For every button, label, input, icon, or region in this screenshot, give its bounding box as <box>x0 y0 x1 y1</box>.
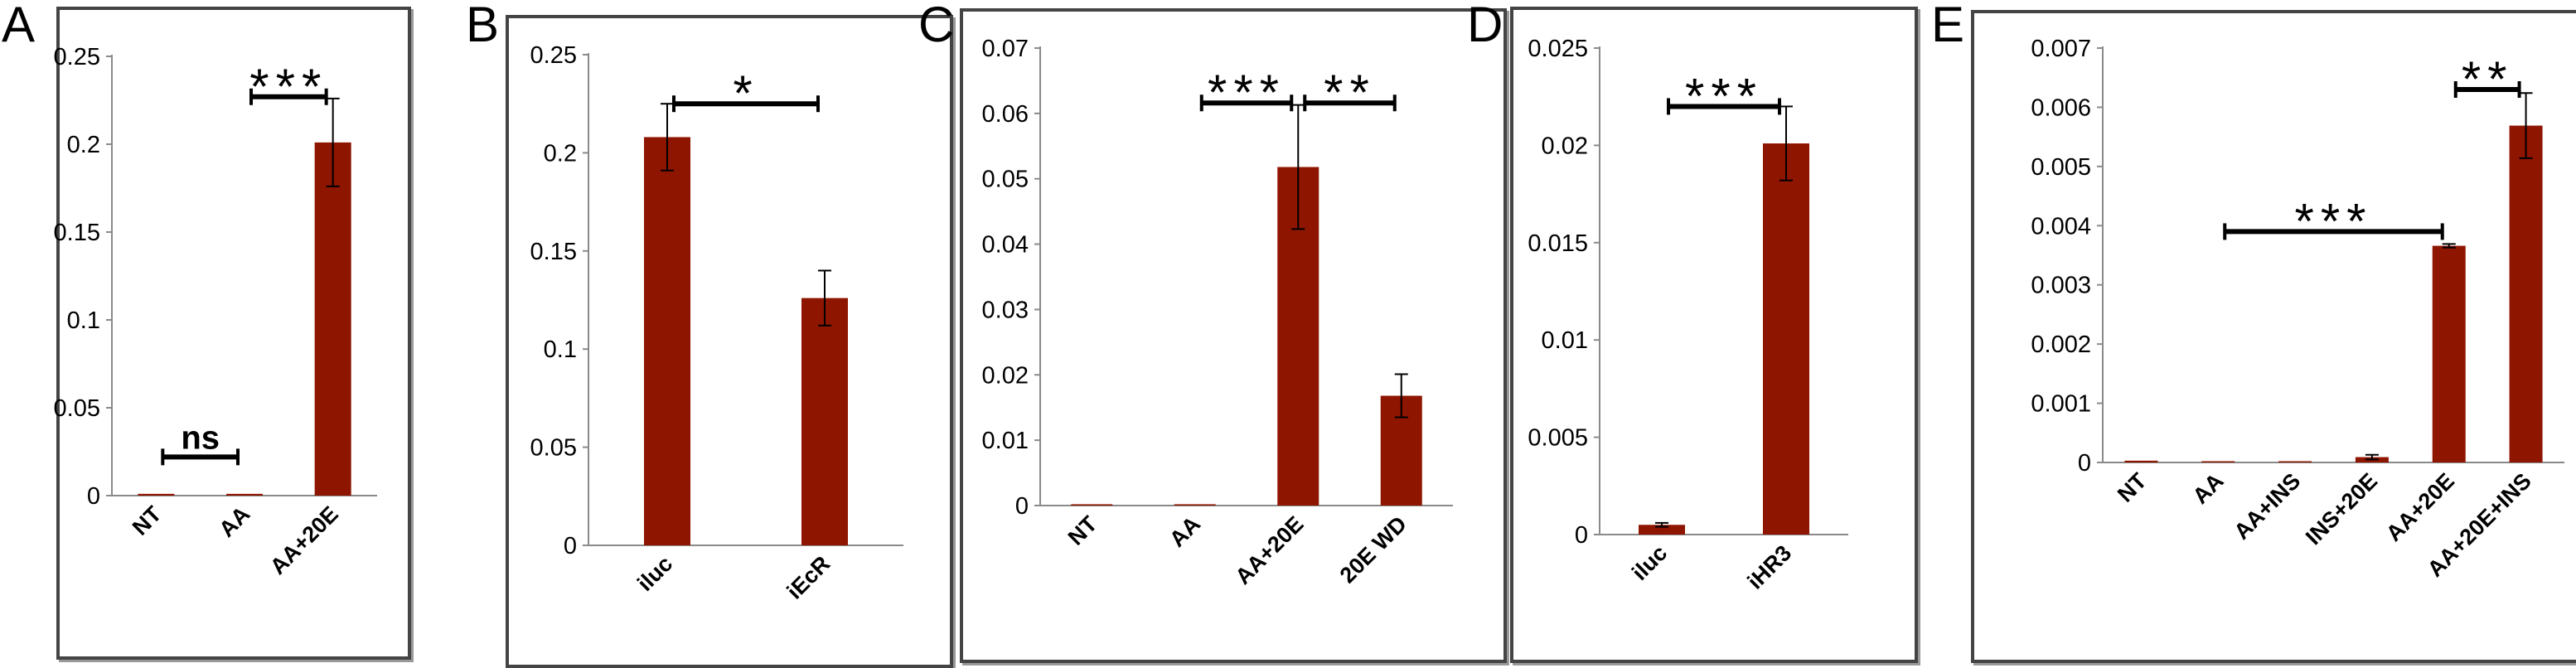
bar-aa <box>226 493 263 496</box>
panel-a: A 0 0.05 0.1 0.15 0.2 0.25 NT AA AA+20E ns *** <box>0 0 411 663</box>
bar-iluc <box>644 137 690 545</box>
panel-letter: B <box>466 0 500 52</box>
x-tick-label: AA <box>1165 511 1205 552</box>
x-tick-label: NT <box>128 501 167 540</box>
bar-aa-20e <box>314 142 351 496</box>
chart-frame <box>1510 7 1918 663</box>
y-tick-label: 0.006 <box>2031 94 2091 121</box>
y-tick-label: 0.01 <box>1542 327 1588 354</box>
y-tick-label: 0.002 <box>2031 332 2091 358</box>
y-tick-label: 0.25 <box>54 44 100 70</box>
significance-label: ** <box>2462 51 2514 107</box>
x-tick-label: AA+20E <box>1231 511 1309 589</box>
significance-label: *** <box>1208 65 1286 120</box>
y-tick-label: 0.003 <box>2031 273 2091 299</box>
y-tick-label: 0.005 <box>2031 154 2091 181</box>
y-tick-label: 0.1 <box>544 336 577 363</box>
y-tick-label: 0.2 <box>67 132 100 158</box>
bar-nt <box>1071 504 1113 506</box>
y-tick-label: 0 <box>1575 522 1588 549</box>
bar-aa-ins <box>2278 461 2312 462</box>
y-tick-label: 0.01 <box>982 428 1029 454</box>
chart-frame <box>1971 10 2576 663</box>
bar-ihr3 <box>1763 143 1809 535</box>
y-tick-label: 0.004 <box>2031 213 2091 240</box>
chart-frame <box>960 8 1507 663</box>
panel-c: C 0 0.01 0.02 0.03 0.04 0.05 0.06 0.07 NT AA AA+20… <box>918 0 1507 663</box>
y-tick-label: 0.05 <box>54 395 100 422</box>
bar-iluc <box>1639 525 1685 535</box>
significance-label: ns <box>181 419 220 456</box>
x-tick-label: iluc <box>1627 540 1672 585</box>
panel-letter: A <box>2 0 36 52</box>
y-tick-label: 0.02 <box>982 362 1029 389</box>
y-tick-label: 0.07 <box>982 36 1029 62</box>
x-tick-label: AA <box>2188 468 2229 509</box>
chart-frame <box>506 15 953 668</box>
y-tick-label: 0.15 <box>530 239 577 265</box>
significance-label: * <box>733 65 758 121</box>
bar-aa <box>2201 461 2235 462</box>
y-tick-label: 0.007 <box>2031 36 2091 62</box>
y-tick-label: 0.001 <box>2031 391 2091 418</box>
bar-chart-b: 0 0.05 0.1 0.15 0.2 0.25 iluc iEcR * <box>530 42 903 604</box>
y-tick-label: 0.1 <box>67 307 100 334</box>
x-tick-label: iluc <box>632 551 677 596</box>
x-tick-label: 20E WD <box>1335 511 1411 588</box>
x-tick-label: AA+20E <box>2381 468 2459 546</box>
x-tick-label: NT <box>2113 468 2152 507</box>
y-tick-label: 0.06 <box>982 101 1029 128</box>
x-tick-label: AA+20E <box>265 501 343 579</box>
y-tick-label: 0.025 <box>1528 36 1588 62</box>
y-tick-label: 0 <box>1015 493 1029 520</box>
significance-label: *** <box>2294 193 2372 249</box>
bar-iecr <box>801 298 848 545</box>
y-tick-label: 0.25 <box>530 42 577 69</box>
y-tick-label: 0.02 <box>1542 133 1588 159</box>
y-tick-label: 0 <box>87 483 100 510</box>
bar-aa-20e-ins <box>2509 125 2543 463</box>
bar-nt <box>138 493 175 496</box>
y-tick-label: 0 <box>2078 450 2091 477</box>
y-tick-label: 0.15 <box>54 220 100 246</box>
significance-label: *** <box>1685 68 1763 123</box>
panel-letter: D <box>1467 0 1503 52</box>
bar-chart-d: 0 0.005 0.01 0.015 0.02 0.025 iluc iHR3 *** <box>1528 36 1848 594</box>
y-tick-label: 0.04 <box>982 232 1029 259</box>
x-tick-label: iEcR <box>782 551 835 604</box>
bar-aa <box>1174 504 1216 506</box>
panel-letter: E <box>1931 0 1965 52</box>
y-tick-label: 0 <box>564 533 577 559</box>
x-tick-label: iHR3 <box>1743 540 1797 594</box>
bar-chart-c: 0 0.01 0.02 0.03 0.04 0.05 0.06 0.07 NT AA AA+20E 2… <box>982 36 1453 589</box>
panel-e: E 0 0.001 0.002 0.003 0.004 0.005 0.006 0.007 NT… <box>1931 0 2576 663</box>
significance-label: *** <box>249 59 327 114</box>
y-tick-label: 0.005 <box>1528 425 1588 452</box>
bar-chart-e: 0 0.001 0.002 0.003 0.004 0.005 0.006 0.007 NT AA… <box>2031 36 2564 582</box>
y-tick-label: 0.05 <box>982 167 1029 193</box>
x-tick-label: NT <box>1063 511 1102 550</box>
y-tick-label: 0.2 <box>544 140 577 167</box>
significance-label: ** <box>1324 65 1376 120</box>
y-tick-label: 0.015 <box>1528 230 1588 257</box>
x-tick-label: AA <box>214 501 254 542</box>
bar-aa-20e <box>2432 245 2466 462</box>
x-tick-label: INS+20E <box>2301 468 2382 549</box>
bar-chart-a: 0 0.05 0.1 0.15 0.2 0.25 NT AA AA+20E ns *** <box>54 44 377 579</box>
panel-d: D 0 0.005 0.01 0.015 0.02 0.025 iluc iHR3 *** <box>1467 0 1918 663</box>
panel-b: B 0 0.05 0.1 0.15 0.2 0.25 iluc iEcR * <box>466 0 953 668</box>
bar-nt <box>2124 460 2158 462</box>
chart-frame <box>56 7 411 660</box>
y-tick-label: 0.05 <box>530 435 577 462</box>
panel-letter: C <box>918 0 955 52</box>
x-tick-label: AA+INS <box>2230 468 2306 545</box>
y-tick-label: 0.03 <box>982 297 1029 323</box>
